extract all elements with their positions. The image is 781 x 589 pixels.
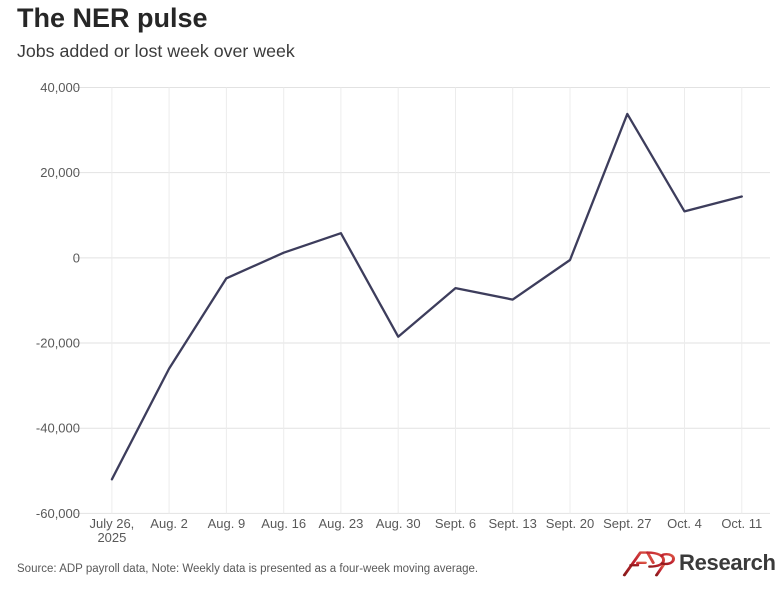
svg-text:Sept. 20: Sept. 20 <box>546 516 594 531</box>
svg-text:-60,000: -60,000 <box>36 506 80 521</box>
svg-text:Aug. 9: Aug. 9 <box>208 516 246 531</box>
svg-text:-20,000: -20,000 <box>36 336 80 351</box>
svg-text:Aug. 23: Aug. 23 <box>318 516 363 531</box>
svg-text:Sept. 6: Sept. 6 <box>435 516 476 531</box>
svg-text:20,000: 20,000 <box>40 165 80 180</box>
svg-text:Aug. 16: Aug. 16 <box>261 516 306 531</box>
svg-text:2025: 2025 <box>97 530 126 545</box>
svg-text:Aug. 2: Aug. 2 <box>150 516 188 531</box>
svg-text:July 26,: July 26, <box>89 516 134 531</box>
svg-text:Aug. 30: Aug. 30 <box>376 516 421 531</box>
svg-text:-40,000: -40,000 <box>36 421 80 436</box>
svg-text:Oct. 4: Oct. 4 <box>667 516 702 531</box>
svg-text:Sept. 13: Sept. 13 <box>488 516 536 531</box>
svg-text:40,000: 40,000 <box>40 80 80 95</box>
svg-text:0: 0 <box>73 250 80 265</box>
svg-text:Oct. 11: Oct. 11 <box>721 516 762 531</box>
svg-text:Sept. 27: Sept. 27 <box>603 516 651 531</box>
